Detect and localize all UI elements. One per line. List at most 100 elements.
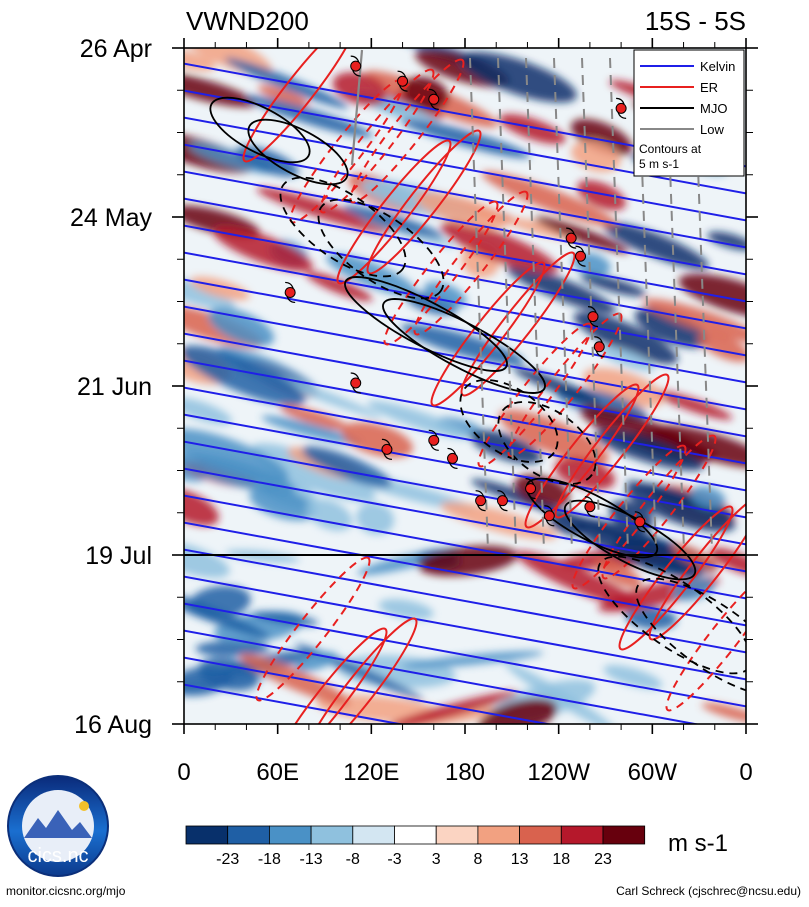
field-anomaly-cell: [652, 425, 746, 468]
cyclone-eye: [350, 60, 362, 72]
kelvin-contour: [184, 89, 746, 195]
er-contour: [601, 434, 717, 580]
field-anomaly-cell: [195, 640, 270, 657]
legend-label: ER: [700, 80, 718, 95]
cyclone-eye: [575, 250, 587, 262]
axes: 0 60E 120E 180 120W 60W 0 26 Apr 24 May 21 Jun 19 …: [70, 35, 758, 786]
er-contour: [349, 58, 465, 204]
footer-credit: Carl Schreck (cjschrec@ncsu.edu): [616, 884, 801, 898]
colorbar-swatch: [519, 825, 562, 845]
low-contour: [637, 57, 657, 551]
field-anomaly-cell: [577, 180, 626, 211]
field-anomaly-cell: [499, 114, 566, 145]
er-contour: [336, 139, 452, 285]
er-contour: [554, 373, 670, 519]
cyclone-arm: [381, 438, 391, 446]
mjo-contour: [344, 276, 508, 372]
kelvin-contour: [184, 386, 746, 492]
cyclone-arm: [352, 386, 361, 394]
cyclone-icon: [575, 245, 587, 267]
cyclone-icon: [381, 438, 393, 460]
colorbar-label: 8: [473, 851, 482, 868]
field-anomaly-cell: [256, 187, 391, 234]
low-contour: [525, 57, 545, 551]
cyclone-arm: [584, 496, 594, 503]
colorbar-swatch: [268, 825, 312, 845]
field-anomaly-cell: [386, 691, 519, 724]
er-contour: [524, 383, 640, 529]
mjo-contour: [382, 298, 546, 394]
legend-label: MJO: [700, 101, 727, 116]
cyclone-arm: [567, 241, 577, 249]
field-anomaly-cell: [415, 192, 508, 230]
field-anomaly-cell: [332, 72, 388, 106]
cyclone-arm: [428, 429, 438, 437]
field-anomaly-cell: [507, 265, 617, 314]
cyclone-eye: [428, 93, 440, 105]
cyclone-icon: [543, 505, 555, 527]
kelvin-contour: [184, 332, 746, 438]
kelvin-contour: [184, 305, 746, 411]
colorbar-swatch: [227, 825, 270, 845]
kelvin-contour: [184, 251, 746, 357]
legend: Kelvin ER MJO Low Contours at 5 m s-1: [633, 49, 745, 177]
field-anomaly-cell: [341, 422, 413, 458]
cyclone-icon: [475, 490, 487, 512]
legend-label: Kelvin: [700, 59, 735, 74]
cyclone-icon: [428, 429, 440, 451]
cyclone-icon: [584, 496, 596, 518]
colorbar-swatch: [477, 825, 520, 845]
field-anomaly-cell: [603, 665, 663, 690]
cyclone-arm: [350, 55, 360, 63]
cyclone-arm: [498, 504, 508, 512]
cyclone-arm: [586, 510, 595, 518]
cyclone-arm: [595, 350, 605, 358]
er-contour: [430, 261, 546, 407]
er-contour: [302, 617, 418, 724]
cyclone-eye: [525, 483, 537, 495]
cyclone-eye: [593, 341, 605, 353]
x-tick-label: 120E: [343, 759, 399, 786]
cyclone-arm: [617, 112, 627, 119]
x-tick-label: 0: [177, 759, 190, 786]
field-anomaly-cell: [280, 405, 350, 431]
field-anomaly-cell: [188, 585, 251, 620]
cyclone-icon: [587, 305, 599, 328]
colorbar-swatch: [394, 825, 437, 845]
mjo-contour: [497, 401, 597, 485]
field-anomaly-cell: [225, 549, 300, 563]
cyclone-arm: [525, 478, 535, 485]
y-tick-label: 16 Aug: [74, 711, 152, 739]
cyclone-icon: [350, 55, 362, 77]
field-anomaly-cell: [261, 415, 362, 445]
field-anomaly-cell: [251, 443, 376, 502]
field-anomaly-cell: [506, 217, 580, 241]
field-anomaly-cell: [654, 390, 733, 420]
field-anomaly-cell: [356, 502, 395, 535]
field-anomaly-cell: [212, 225, 313, 272]
field-anomaly-cell: [701, 702, 746, 724]
cyclone-eye: [350, 377, 362, 389]
field-anomaly-cell: [302, 446, 392, 488]
cyclone-arm: [448, 462, 458, 470]
cyclone-eye: [428, 434, 440, 446]
colorbar-label: -23: [216, 851, 239, 868]
mjo-contour: [525, 477, 659, 559]
colorbar-swatch: [602, 825, 646, 845]
er-contour: [319, 68, 435, 214]
cyclone-icon: [284, 281, 296, 304]
field-anomaly-cell: [306, 498, 353, 531]
cyclone-icon: [397, 70, 409, 92]
field-anomaly-cell: [678, 273, 746, 319]
cyclone-icon: [496, 490, 508, 512]
field-anomaly-cell: [603, 221, 709, 270]
field-anomaly-cell: [516, 551, 642, 610]
colorbar-label: -18: [258, 851, 281, 868]
legend-note-line2: 5 m s-1: [639, 157, 679, 171]
kelvin-contour: [184, 413, 746, 519]
cyclone-eye: [584, 501, 596, 513]
y-tick-label: 26 Apr: [80, 35, 152, 63]
footer-url[interactable]: monitor.cicsnc.org/mjo: [6, 884, 126, 898]
cyclone-eye: [615, 102, 627, 114]
